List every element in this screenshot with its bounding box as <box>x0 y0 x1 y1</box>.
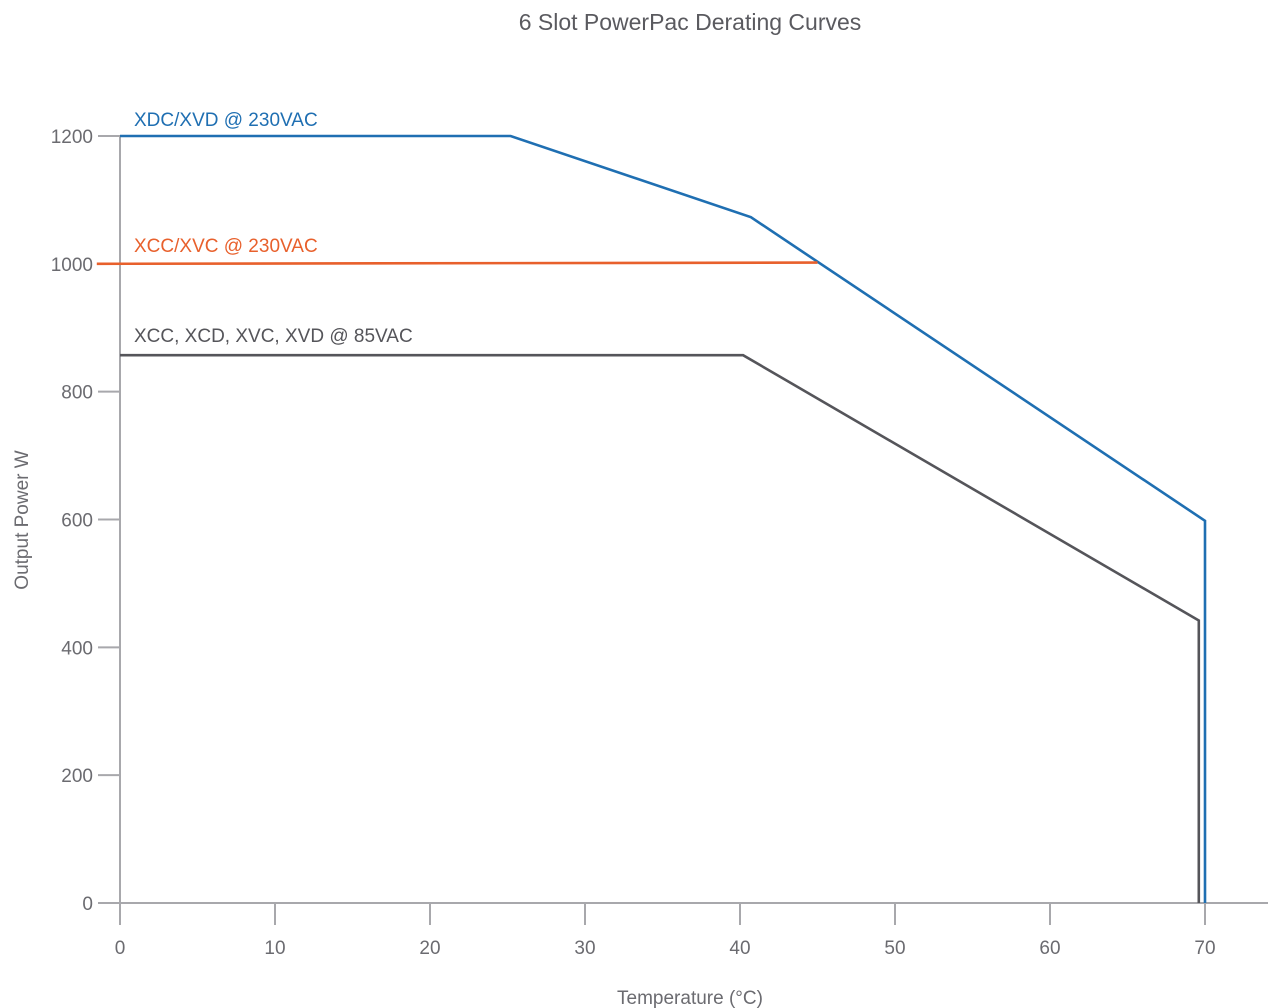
x-tick-label: 40 <box>729 938 750 959</box>
x-tick-label: 10 <box>264 938 285 959</box>
y-tick-label: 400 <box>61 638 93 659</box>
x-tick-label: 0 <box>115 938 126 959</box>
series-labels: XDC/XVD @ 230VAC XCC/XVC @ 230VAC XCC, XCD… <box>134 110 413 347</box>
x-axis-label: Temperature (°C) <box>617 988 763 1008</box>
series-line-1 <box>120 134 1207 903</box>
series-line-2 <box>96 261 818 266</box>
y-tick-label: 1000 <box>51 255 93 276</box>
series-label-1: XDC/XVD @ 230VAC <box>134 110 318 131</box>
axes <box>98 136 1268 913</box>
y-tick-label: 1200 <box>51 127 93 148</box>
series-label-2: XCC/XVC @ 230VAC <box>134 236 318 257</box>
series-lines <box>96 134 1207 903</box>
series-label-3: XCC, XCD, XVC, XVD @ 85VAC <box>134 326 413 347</box>
x-tick-label: 60 <box>1039 938 1060 959</box>
x-tick-label: 70 <box>1194 938 1215 959</box>
y-tick-label: 200 <box>61 766 93 787</box>
series-line-3 <box>120 353 1201 903</box>
x-tick-label: 50 <box>884 938 905 959</box>
y-tick-label: 600 <box>61 511 93 532</box>
x-tick-label: 20 <box>419 938 440 959</box>
ticks: 0 10 20 30 40 50 60 70 0 200 400 600 800 1000 1200 <box>51 127 1216 959</box>
chart-title: 6 Slot PowerPac Derating Curves <box>519 9 862 35</box>
x-tick-label: 30 <box>574 938 595 959</box>
y-tick-label: 0 <box>82 894 93 915</box>
y-tick-label: 800 <box>61 383 93 404</box>
y-axis-label: Output Power W <box>12 450 33 589</box>
